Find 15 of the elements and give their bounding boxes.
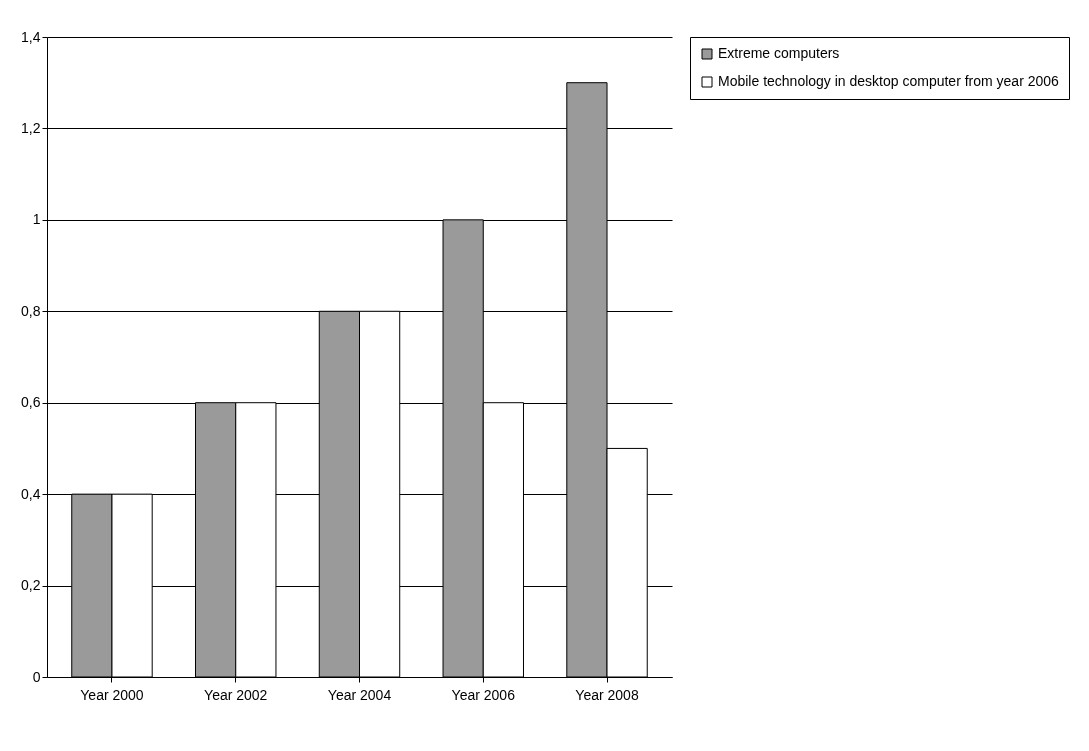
x-tick-label: Year 2004 bbox=[327, 686, 392, 703]
x-tick-label: Year 2002 bbox=[204, 686, 268, 703]
y-tick-label: 0,6 bbox=[21, 394, 41, 411]
y-tick-label: 0,8 bbox=[21, 302, 41, 319]
y-tick-label: 1,4 bbox=[21, 28, 41, 45]
y-tick-label: 1,2 bbox=[21, 119, 41, 136]
y-tick-label: 0 bbox=[32, 668, 41, 685]
y-tick-label: 1 bbox=[32, 211, 41, 228]
y-tick-label: 0,4 bbox=[21, 485, 41, 502]
x-tick-label: Year 2008 bbox=[575, 686, 639, 703]
legend-label: Extreme computers bbox=[718, 45, 840, 61]
y-tick-label: 0,2 bbox=[21, 577, 41, 594]
legend-label: Mobile technology in desktop computer from year 2006 bbox=[718, 73, 1060, 89]
x-tick-label: Year 2006 bbox=[451, 686, 516, 703]
x-tick-label: Year 2000 bbox=[80, 686, 144, 703]
